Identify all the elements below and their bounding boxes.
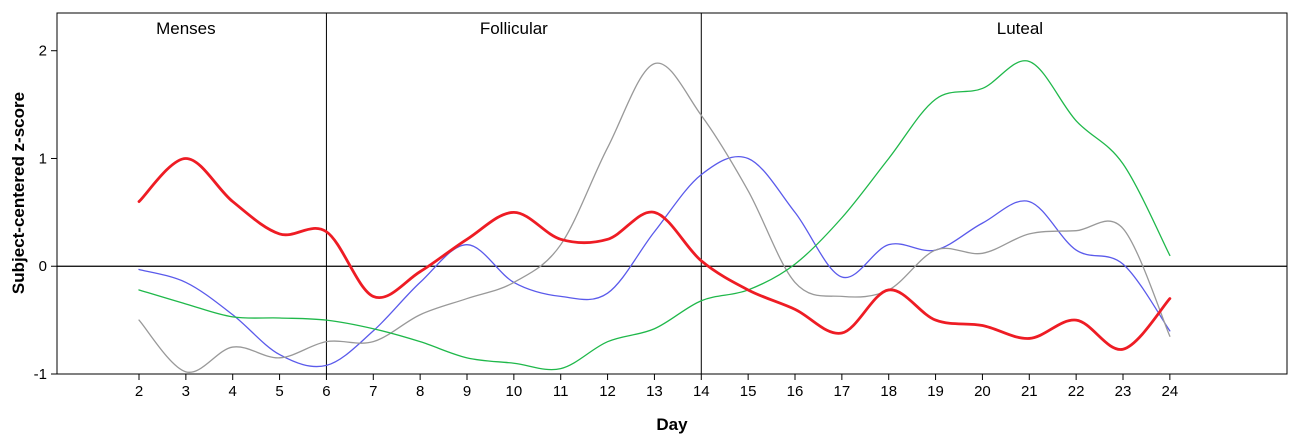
x-tick-label: 15 (740, 383, 757, 400)
x-tick-label: 13 (646, 383, 663, 400)
y-axis-title: Subject-centered z-score (9, 92, 28, 294)
y-tick-label: 1 (39, 150, 47, 167)
phase-labels: Menses Follicular Luteal (156, 19, 1043, 38)
series-line-1 (138, 155, 1171, 368)
x-tick-label: 10 (506, 383, 523, 400)
x-tick-label: 14 (693, 383, 710, 400)
y-tick-label: 2 (39, 43, 47, 60)
x-tick-label: 11 (553, 383, 569, 400)
x-tick-label: 6 (322, 383, 330, 400)
series-line-0 (137, 157, 1172, 351)
x-tick-label: 21 (1021, 383, 1038, 400)
phase-label-luteal: Luteal (997, 19, 1043, 38)
x-tick-label: 20 (974, 383, 991, 400)
x-tick-label: 5 (275, 383, 283, 400)
series-line-2 (138, 62, 1171, 373)
x-tick-label: 16 (787, 383, 804, 400)
x-tick-label: 8 (416, 383, 424, 400)
x-tick-label: 3 (182, 383, 190, 400)
series-line-3 (138, 60, 1171, 371)
y-axis-ticks: -1 0 1 2 (34, 43, 57, 383)
series-lines (137, 60, 1172, 373)
x-tick-label: 18 (880, 383, 897, 400)
x-tick-label: 4 (229, 383, 237, 400)
x-tick-label: 23 (1115, 383, 1132, 400)
x-tick-label: 22 (1068, 383, 1085, 400)
y-tick-label: 0 (39, 258, 47, 275)
x-axis-ticks: 2 3 4 5 6 7 8 9 10 11 12 13 14 15 16 17 18 19 20 21 22 23 24 (135, 374, 1178, 400)
x-tick-label: 17 (834, 383, 851, 400)
x-tick-label: 2 (135, 383, 143, 400)
y-tick-label: -1 (34, 366, 47, 383)
phase-label-menses: Menses (156, 19, 216, 38)
x-tick-label: 12 (599, 383, 616, 400)
phase-boundaries (325, 13, 702, 374)
x-tick-label: 7 (369, 383, 377, 400)
x-axis-title: Day (656, 415, 688, 434)
phase-label-follicular: Follicular (480, 19, 548, 38)
plot-frame (56, 12, 1288, 375)
x-tick-label: 9 (463, 383, 471, 400)
x-tick-label: 19 (927, 383, 944, 400)
x-tick-label: 24 (1162, 383, 1179, 400)
